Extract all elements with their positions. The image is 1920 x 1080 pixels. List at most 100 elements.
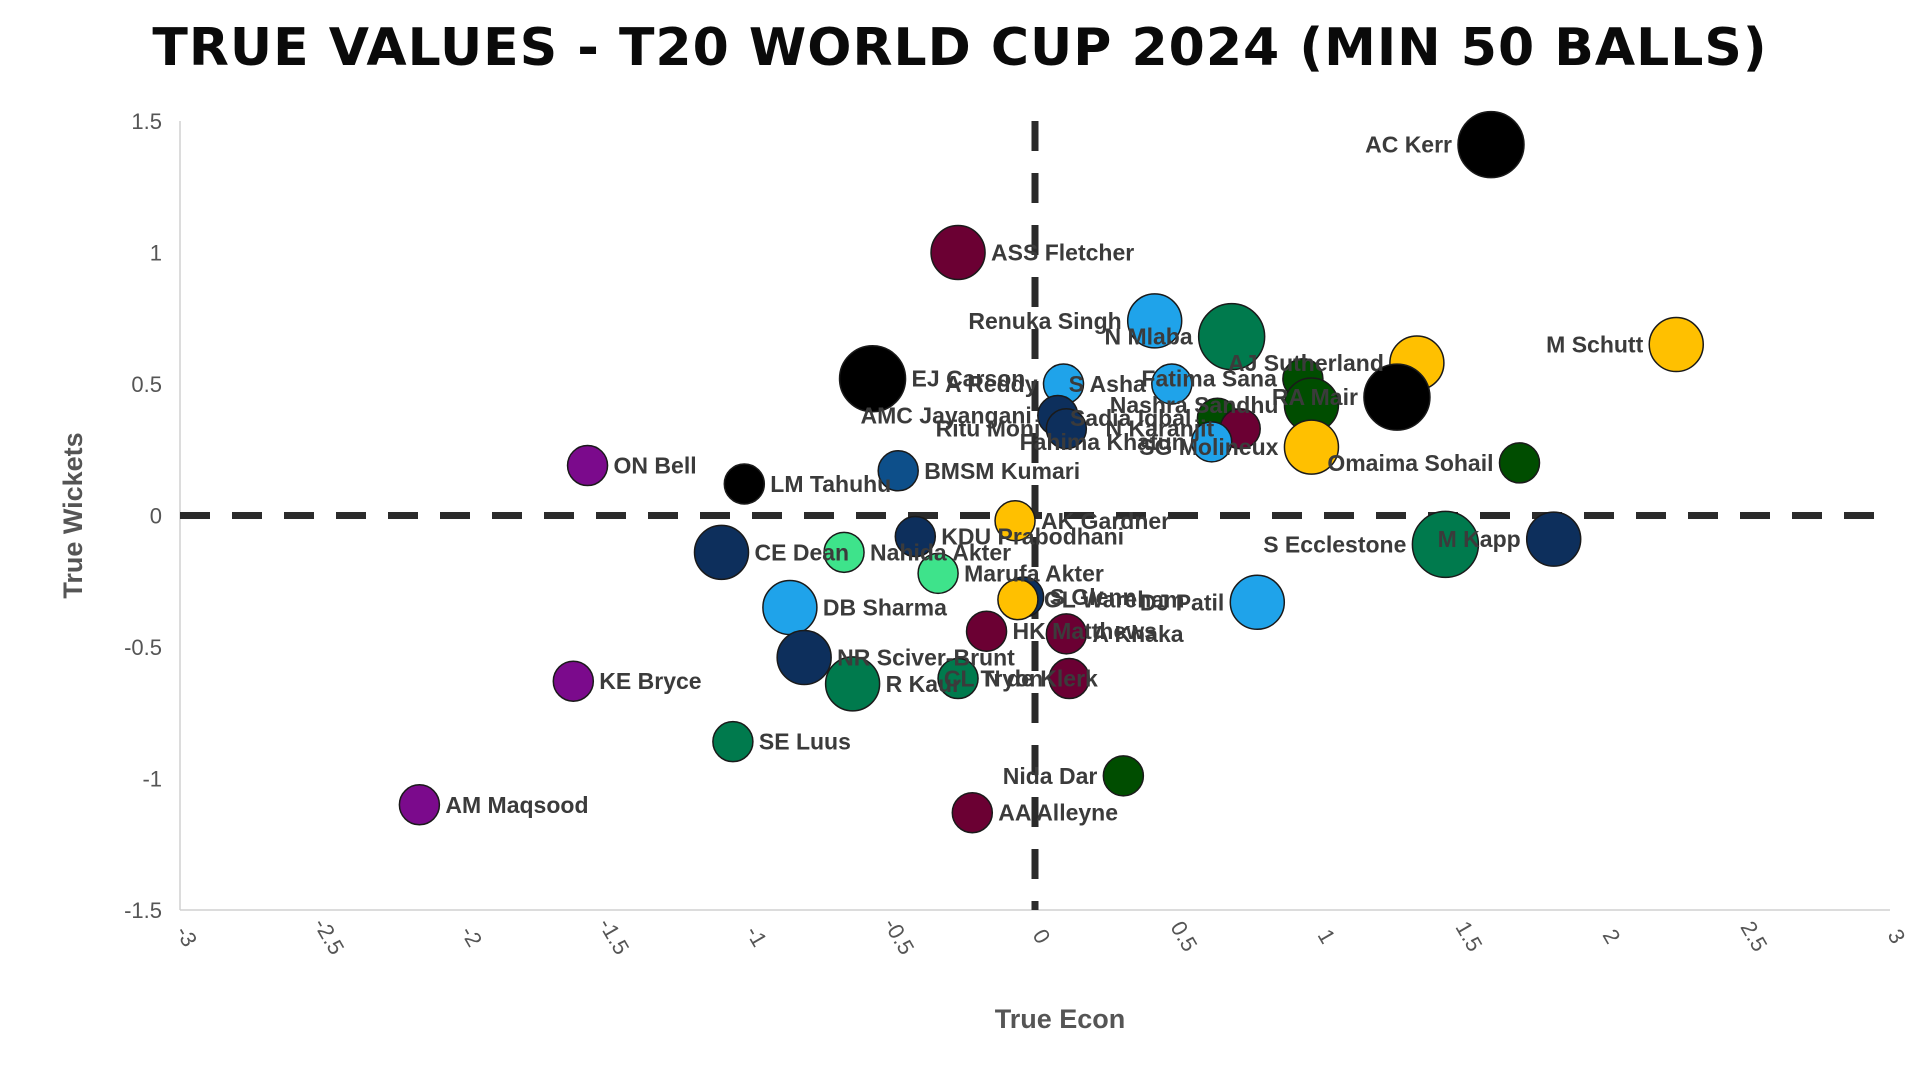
data-point (994, 500, 1036, 542)
data-point (894, 515, 937, 558)
y-tick-label: 0.5 (131, 372, 162, 397)
point-label: DB Sharma (823, 595, 947, 621)
x-tick-label: 2.5 (1736, 917, 1773, 956)
data-point (1102, 755, 1145, 797)
point-label: Fatima Sana (1141, 366, 1277, 392)
point-label: KE Bryce (599, 668, 701, 694)
point-label: AMC Jayangani (861, 403, 1032, 429)
x-tick-label: 1 (1313, 925, 1341, 948)
point-label: Nahida Akter (870, 539, 1011, 565)
point-label: BMSM Kumari (924, 458, 1080, 484)
point-label: LM Tahuhu (770, 471, 891, 497)
data-point (1197, 302, 1266, 371)
data-point (1048, 657, 1090, 700)
point-label: SG Molineux (1139, 434, 1279, 460)
y-axis-title: True Wickets (58, 432, 88, 598)
data-point (566, 444, 609, 487)
point-label: DJ Patil (1140, 589, 1224, 615)
x-tick-label: -1 (741, 922, 772, 951)
data-point (762, 579, 818, 636)
point-label: S Glenn (1050, 584, 1137, 610)
point-label: HK Matthews (1013, 618, 1157, 644)
point-label: Nida Dar (1003, 763, 1098, 789)
y-tick-label: -1 (142, 767, 162, 792)
point-label: ON Bell (614, 453, 697, 479)
data-point (997, 578, 1039, 621)
point-label: CE Dean (755, 539, 850, 565)
point-label: M Kapp (1438, 526, 1521, 552)
point-label: AA Alleyne (998, 800, 1118, 826)
data-point (1648, 316, 1704, 373)
x-tick-label: 1.5 (1451, 917, 1488, 956)
x-tick-label: -1.5 (594, 914, 635, 959)
x-tick-label: 0 (1028, 925, 1056, 948)
point-label: N de Klerk (984, 666, 1098, 692)
data-point (1045, 407, 1088, 450)
data-point (1126, 293, 1183, 349)
data-point (951, 791, 994, 834)
point-label: Fahima Khatun (1020, 429, 1186, 455)
x-tick-label: -3 (171, 922, 202, 951)
point-label: S Ecclestone (1263, 531, 1406, 557)
point-label: Nashra Sandhu (1110, 392, 1279, 418)
x-tick-label: 2 (1598, 925, 1626, 948)
data-point (838, 344, 907, 413)
point-label: Ritu Moni (936, 416, 1041, 442)
data-point (824, 656, 881, 712)
y-tick-label: -1.5 (124, 898, 162, 923)
point-label: RA Mair (1272, 384, 1358, 410)
data-point (937, 657, 979, 700)
point-label: N Mlaba (1104, 324, 1192, 350)
x-tick-label: 3 (1883, 925, 1911, 948)
x-tick-label: 0.5 (1166, 917, 1203, 956)
data-point (723, 463, 766, 505)
y-tick-label: 1 (150, 241, 162, 266)
y-tick-label: 1.5 (131, 109, 162, 134)
point-label: A Khaka (1092, 621, 1183, 647)
data-points (398, 110, 1704, 834)
data-point (398, 784, 441, 826)
data-point (1283, 419, 1340, 475)
point-label: AK Gardner (1041, 508, 1170, 534)
point-label: Sadia Iqbal (1070, 405, 1191, 431)
y-tick-label: -0.5 (124, 635, 162, 660)
point-label: NR Sciver-Brunt (837, 645, 1015, 671)
point-label: GL Wareham (1044, 587, 1185, 613)
chart-title: TRUE VALUES - T20 WORLD CUP 2024 (MIN 50… (152, 18, 1768, 78)
point-label: Renuka Singh (968, 308, 1121, 334)
point-label: KDU Prabodhani (941, 524, 1124, 550)
x-tick-label: -2 (456, 922, 487, 951)
point-label: Omaima Sohail (1327, 450, 1493, 476)
point-label: EJ Carson (912, 366, 1026, 392)
x-tick-label: -0.5 (879, 914, 920, 959)
point-label: CL Tryon (944, 666, 1043, 692)
point-label: AC Kerr (1365, 132, 1452, 158)
data-point (930, 224, 986, 281)
data-point (776, 629, 832, 686)
point-label: R Kaur (886, 671, 961, 697)
data-point (877, 450, 919, 492)
point-label: AM Maqsood (445, 792, 588, 818)
point-label: ASS Fletcher (991, 240, 1134, 266)
data-point (917, 552, 959, 595)
point-label: AJ Sutherland (1228, 350, 1384, 376)
data-point (1190, 421, 1233, 463)
data-point (552, 660, 595, 702)
point-label: SE Luus (759, 729, 851, 755)
y-tick-label: 0 (150, 504, 162, 529)
point-label: M Schutt (1546, 332, 1643, 358)
point-label: A Reddy (945, 371, 1038, 397)
x-tick-label: -2.5 (309, 914, 350, 959)
x-axis-title: True Econ (995, 1004, 1126, 1034)
data-point (1045, 613, 1088, 655)
data-point (1363, 363, 1431, 431)
data-point (1498, 442, 1541, 484)
data-point (1151, 363, 1193, 405)
point-label: Marufa Akter (964, 560, 1104, 586)
data-point (1457, 110, 1525, 179)
data-point (693, 524, 750, 581)
data-point (823, 531, 865, 574)
point-label: S Asha (1069, 371, 1146, 397)
